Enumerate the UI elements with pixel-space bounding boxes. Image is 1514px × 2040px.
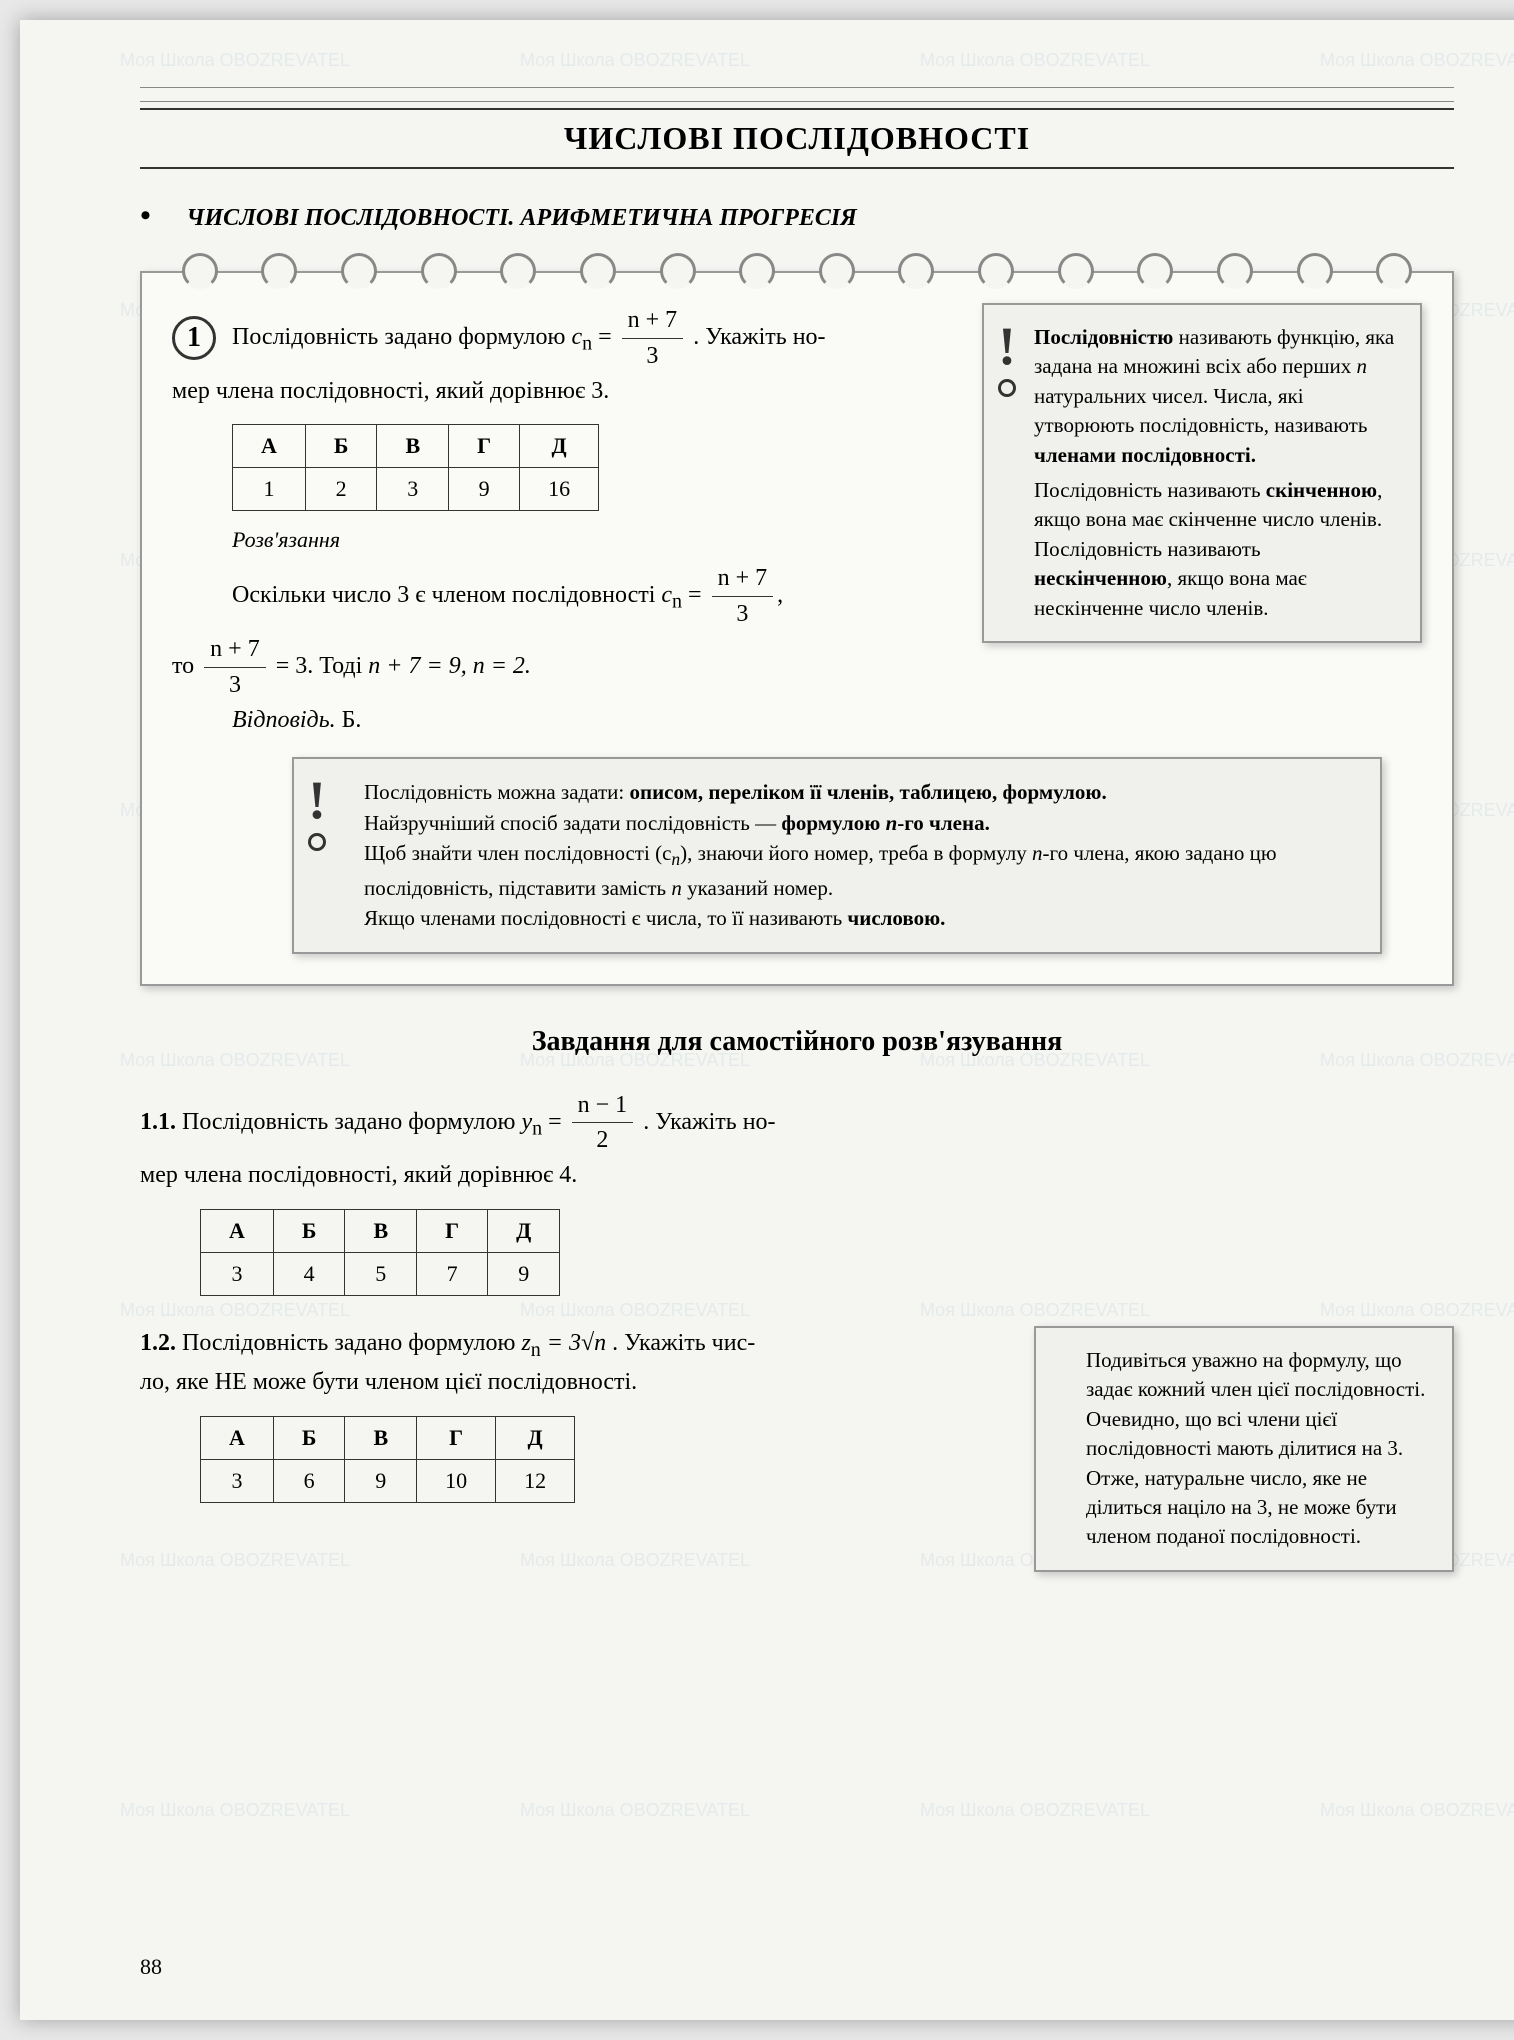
table-cell: 3: [201, 1459, 274, 1502]
table-header: Б: [273, 1210, 345, 1253]
table-cell: 1: [233, 468, 306, 511]
hint-box: Подивіться уважно на формулу, що задає к…: [1034, 1326, 1454, 1572]
page: Моя Школа OBOZREVATEL Моя Школа OBOZREVA…: [20, 20, 1514, 2020]
task-statement-line2: ло, яке НЕ може бути членом цієї послідо…: [140, 1365, 994, 1400]
fraction: n − 1 2: [572, 1088, 634, 1159]
header-rule: [140, 80, 1454, 88]
table-header: Б: [273, 1416, 345, 1459]
table-cell: 12: [496, 1459, 575, 1502]
fraction: n + 7 3: [712, 561, 774, 632]
definition-box: ! Послідовністю називають функ­цію, яка …: [982, 303, 1422, 643]
solution-text: Оскільки число 3 є членом послідовності …: [232, 561, 952, 632]
table-header: А: [201, 1416, 274, 1459]
fraction: n + 7 3: [204, 632, 266, 703]
table-header: Г: [417, 1416, 496, 1459]
table-cell: 6: [273, 1459, 345, 1502]
problem-statement: 1 Послідовність задано формулою cn = n +…: [172, 303, 952, 374]
header-rule: [140, 94, 1454, 102]
hint-text: Подивіться уважно на формулу, що задає к…: [1086, 1346, 1430, 1552]
method-line: Якщо членами послідовності є числа, то ї…: [364, 903, 1358, 933]
worked-example-box: 1 Послідовність задано формулою cn = n +…: [140, 271, 1454, 986]
bullet-icon: •: [140, 199, 151, 232]
answer-table: А Б В Г Д 3 4 5 7 9: [200, 1209, 560, 1296]
task-statement: 1.1. Послідовність задано формулою yn = …: [140, 1088, 1454, 1159]
fraction: n + 7 3: [622, 303, 684, 374]
problem-number: 1: [172, 316, 216, 360]
answer-table: А Б В Г Д 1 2 3 9 16: [232, 424, 599, 511]
solution-label: Розв'язання: [232, 527, 952, 553]
section-title-text: ЧИСЛОВІ ПОСЛІДОВНОСТІ. АРИФМЕТИЧНА ПРОГР…: [187, 205, 857, 231]
solution-text: то n + 7 3 = 3. Тоді n + 7 = 9, n = 2.: [172, 632, 952, 703]
table-cell: 7: [417, 1253, 488, 1296]
table-header: Д: [520, 425, 599, 468]
page-number: 88: [140, 1954, 162, 1980]
table-cell: 3: [377, 468, 449, 511]
definition-text: Послідовністю називають функ­цію, яка за…: [1034, 323, 1398, 470]
method-box: ! Послідовність можна задати: описом, пе…: [292, 757, 1382, 953]
section-title: • ЧИСЛОВІ ПОСЛІДОВНОСТІ. АРИФМЕТИЧНА ПРО…: [140, 199, 1454, 233]
table-cell: 3: [201, 1253, 274, 1296]
table-header: В: [377, 425, 449, 468]
table-header: А: [201, 1210, 274, 1253]
method-line: Найзручніший спосіб задати послідовність…: [364, 808, 1358, 838]
answer-table: А Б В Г Д 3 6 9 10 12: [200, 1416, 575, 1503]
task-statement: 1.2. Послідовність задано формулою zn = …: [140, 1326, 994, 1365]
table-header: В: [345, 1416, 417, 1459]
task-1-1: 1.1. Послідовність задано формулою yn = …: [140, 1088, 1454, 1296]
problem-statement-line2: мер члена послідовності, який дорівнює 3…: [172, 374, 952, 409]
table-cell: 2: [305, 468, 377, 511]
task-1-2: 1.2. Послідовність задано формулою zn = …: [140, 1326, 1454, 1572]
table-header: Д: [496, 1416, 575, 1459]
exclamation-icon: !: [998, 319, 1016, 397]
chapter-title: ЧИСЛОВІ ПОСЛІДОВНОСТІ: [140, 108, 1454, 169]
table-header: Б: [305, 425, 377, 468]
task-statement-line2: мер члена послідовності, який дорівнює 4…: [140, 1158, 1454, 1193]
table-cell: 9: [449, 468, 520, 511]
table-header: Г: [449, 425, 520, 468]
table-header: Д: [488, 1210, 560, 1253]
exclamation-icon: !: [308, 773, 326, 851]
table-header: Г: [417, 1210, 488, 1253]
spiral-binding: [140, 253, 1454, 289]
method-line: Щоб знайти член послідовності (cn), знаю…: [364, 838, 1358, 903]
table-cell: 16: [520, 468, 599, 511]
method-line: Послідовність можна задати: описом, пере…: [364, 777, 1358, 807]
table-cell: 9: [488, 1253, 560, 1296]
table-header: А: [233, 425, 306, 468]
table-cell: 10: [417, 1459, 496, 1502]
answer-line: Відповідь. Б.: [232, 703, 952, 738]
sub-heading: Завдання для самостійного розв'язування: [140, 1026, 1454, 1058]
definition-text: Послідовність називають скінчен­ною, якщ…: [1034, 476, 1398, 623]
table-cell: 5: [345, 1253, 417, 1296]
table-cell: 4: [273, 1253, 345, 1296]
table-header: В: [345, 1210, 417, 1253]
table-cell: 9: [345, 1459, 417, 1502]
